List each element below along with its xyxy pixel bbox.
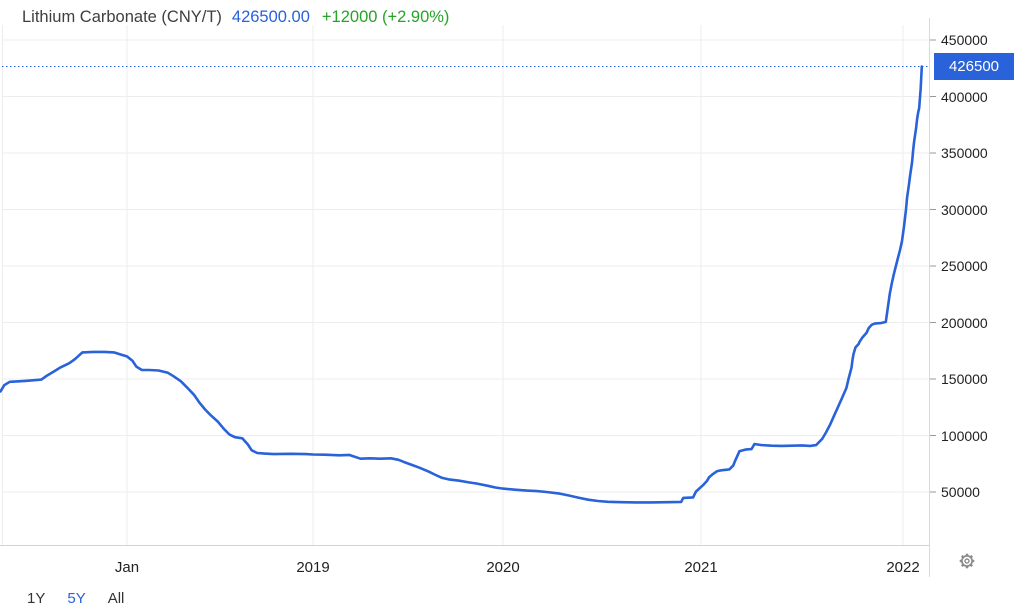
- y-axis-label: 450000: [941, 32, 988, 48]
- v-gridlines: [126, 25, 904, 545]
- range-button-5y[interactable]: 5Y: [67, 590, 86, 607]
- y-axis-label: 300000: [941, 201, 988, 218]
- x-axis-label: Jan: [114, 559, 140, 576]
- y-axis-label: 100000: [941, 427, 988, 444]
- plot-borders: [0, 18, 930, 577]
- gear-glyph: [959, 553, 975, 569]
- y-axis-label: 50000: [941, 484, 980, 500]
- x-axis-label: 2021: [684, 559, 718, 576]
- range-button-all[interactable]: All: [107, 590, 125, 607]
- y-axis-label: 150000: [941, 371, 988, 387]
- chart-header: Lithium Carbonate (CNY/T) 426500.00 +12000…: [22, 7, 449, 27]
- current-price-badge: 426500: [934, 53, 1014, 81]
- y-axis-label: 350000: [941, 145, 988, 161]
- price-change: +12000 (+2.90%): [321, 8, 450, 26]
- chart-plot-area[interactable]: [2, 25, 929, 545]
- x-axis-label: 2019: [296, 559, 330, 576]
- x-axis-label: 2020: [486, 559, 520, 576]
- price-series-line: [0, 65, 924, 504]
- x-axis-label: 2022: [886, 559, 920, 576]
- y-axis-label: 200000: [941, 314, 988, 331]
- h-gridlines: [2, 39, 936, 493]
- last-price-value: 426500.00: [231, 8, 310, 26]
- y-axis-label: 400000: [941, 88, 988, 105]
- settings-gear-icon[interactable]: [957, 551, 977, 571]
- instrument-title: Lithium Carbonate (CNY/T): [22, 8, 222, 26]
- range-button-1y[interactable]: 1Y: [27, 590, 46, 607]
- y-axis-label: 250000: [941, 258, 988, 274]
- range-selector: 1Y 5Y All: [27, 590, 124, 607]
